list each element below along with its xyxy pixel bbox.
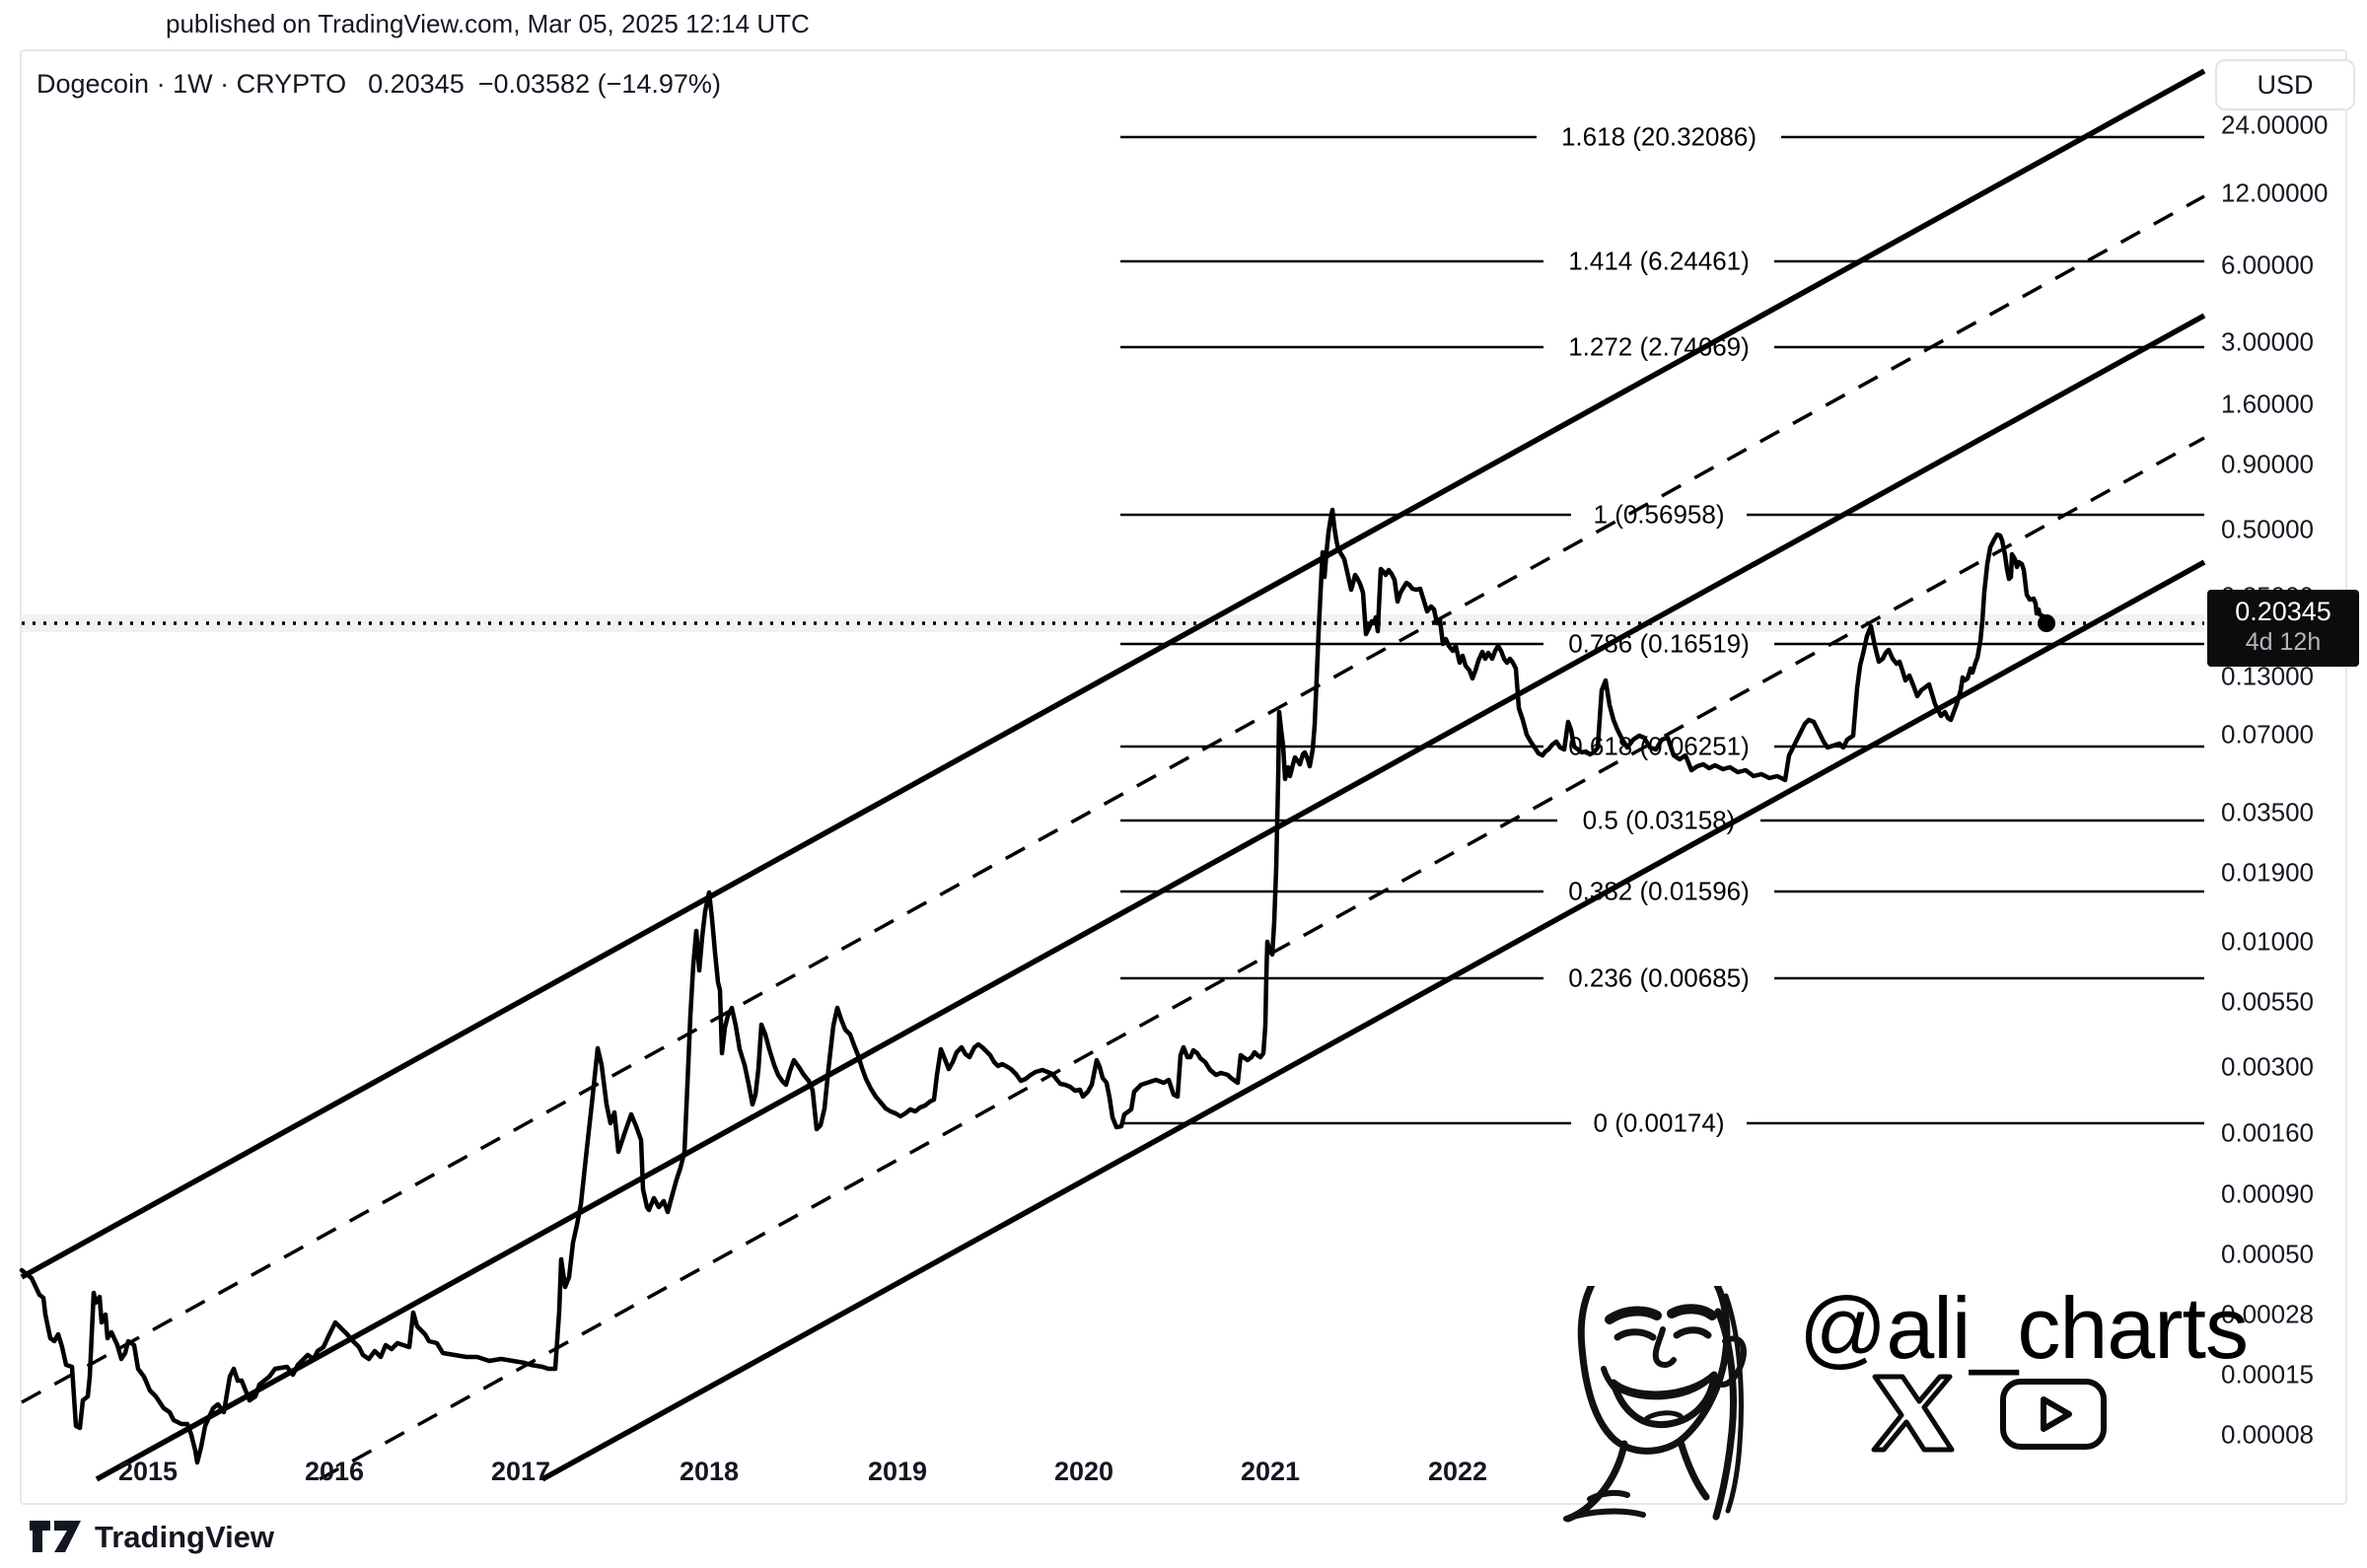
price-scale[interactable] [2209,51,2347,1452]
fib-label-bg-0.786 [1543,627,1774,661]
channel-line-lower-solid [540,559,2206,1482]
fib-label-bg-1.618 [1537,120,1781,154]
fib-label-1.618: 1.618 (20.32086) [1560,121,1757,152]
fib-label-bg-1.272 [1543,330,1774,364]
time-scale-label-2018: 2018 [679,1457,740,1486]
footer-brand-text: TradingView [95,1520,275,1554]
fib-label-0.786: 0.786 (0.16519) [1568,628,1750,659]
price-scale-label-0.07000: 0.07000 [2221,719,2314,749]
time-scale-label-2017: 2017 [490,1457,551,1486]
published-caption: published on TradingView.com, Mar 05, 20… [166,9,810,38]
channel-line-upper-quartile [21,194,2205,1404]
time-scale-label-2015: 2015 [117,1457,179,1486]
last-price-badge-value: 0.20345 [2235,597,2331,626]
fib-label-bg-0.236 [1543,962,1774,995]
fib-label-bg-1.414 [1543,245,1774,278]
time-scale-label-2020: 2020 [1053,1457,1114,1486]
price-scale-label-0.50000: 0.50000 [2221,514,2314,544]
last-price: 0.20345 [368,69,465,99]
time-scale-label-2016: 2016 [304,1457,365,1486]
price-scale-label-0.01900: 0.01900 [2221,857,2314,888]
last-price-dot [2038,614,2055,632]
footer-logo[interactable]: TradingView [30,1520,274,1555]
fib-label-0.5: 0.5 (0.03158) [1582,805,1736,835]
fib-label-1: 1 (0.56958) [1593,499,1725,530]
price-scale-label-0.01000: 0.01000 [2221,926,2314,957]
price-scale-label-3.00000: 3.00000 [2221,326,2314,357]
price-series-line [19,507,2049,1465]
price-scale-label-0.00090: 0.00090 [2221,1178,2314,1209]
artist-avatar-illustration [1563,1286,1747,1523]
change-pct: (−14.97%) [597,69,721,99]
symbol-title: Dogecoin · 1W · CRYPTO [36,69,347,99]
fib-label-1.272: 1.272 (2.74669) [1568,331,1750,362]
fib-label-0.236: 0.236 (0.00685) [1568,962,1750,993]
bar-countdown: 4d 12h [2245,628,2322,656]
change-abs: −0.03582 [477,69,591,99]
channel-line-median-solid [95,313,2206,1482]
fib-label-0.618: 0.618 (0.06251) [1568,731,1750,761]
currency-usd-button[interactable]: USD [2215,59,2355,110]
price-scale-label-0.00015: 0.00015 [2221,1359,2314,1390]
time-scale[interactable] [22,1450,2201,1503]
price-scale-label-0.00160: 0.00160 [2221,1117,2314,1148]
price-scale-label-0.00550: 0.00550 [2221,986,2314,1017]
symbol-header: Dogecoin · 1W · CRYPTO 0.20345 −0.03582 (−… [36,69,721,100]
last-price-badge: 0.20345 4d 12h [2207,590,2359,667]
fib-label-bg-0.5 [1557,804,1760,837]
fib-label-0: 0 (0.00174) [1593,1107,1725,1138]
price-scale-label-0.00300: 0.00300 [2221,1051,2314,1082]
fib-label-0.382: 0.382 (0.01596) [1568,876,1750,906]
price-scale-label-0.90000: 0.90000 [2221,449,2314,479]
price-scale-label-0.00028: 0.00028 [2221,1299,2314,1329]
artist-handle: @ali_charts [1799,1279,2249,1377]
price-scale-label-1.60000: 1.60000 [2221,389,2314,419]
time-scale-label-2021: 2021 [1240,1457,1301,1486]
channel-line-lower-quartile [319,436,2205,1481]
price-scale-label-0.00008: 0.00008 [2221,1419,2314,1450]
price-scale-label-12.00000: 12.00000 [2221,178,2329,208]
price-scale-label-24.00000: 24.00000 [2221,109,2329,140]
time-scale-label-2019: 2019 [867,1457,928,1486]
fib-label-bg-1 [1571,498,1747,532]
time-scale-label-2022: 2022 [1427,1457,1488,1486]
fib-label-1.414: 1.414 (6.24461) [1568,246,1750,276]
fib-label-bg-0 [1571,1106,1747,1140]
chart-card [20,49,2347,1505]
channel-line-upper-solid [20,68,2206,1280]
x-logo-icon [1871,1374,1955,1453]
price-scale-label-0.03500: 0.03500 [2221,797,2314,827]
price-scale-label-0.00050: 0.00050 [2221,1239,2314,1269]
tradingview-logo-icon [30,1521,81,1552]
price-scale-label-6.00000: 6.00000 [2221,249,2314,280]
youtube-logo-icon [2000,1379,2107,1450]
